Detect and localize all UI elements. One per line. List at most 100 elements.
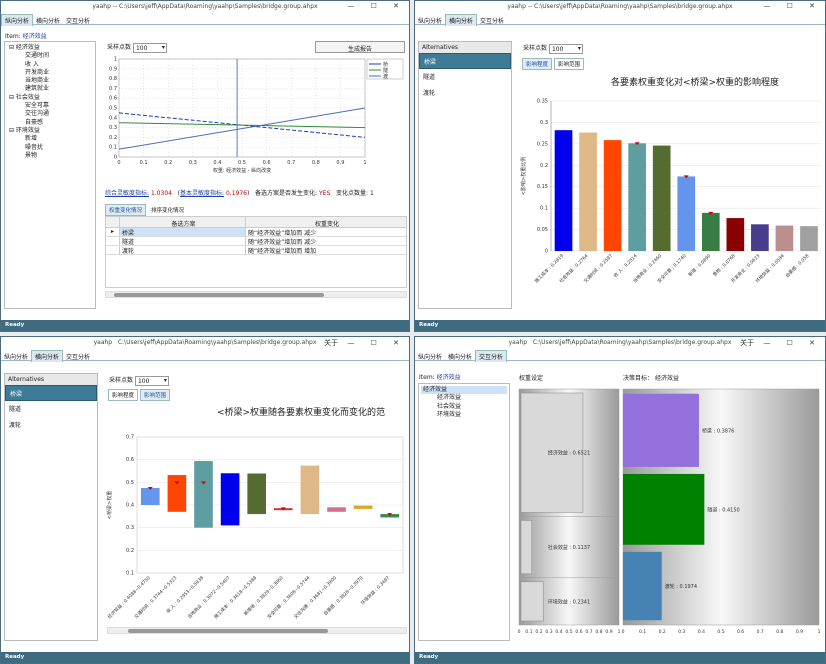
range-bar[interactable] [353,505,373,509]
tab-vertical[interactable]: 纵向分析 [1,14,34,26]
bar[interactable] [701,212,720,251]
bar[interactable] [677,176,696,251]
weight-setting-label: 权重设定 [519,375,544,382]
alternative-ferry[interactable]: 渡轮 [423,90,436,97]
y-tick-label: 0.3 [540,120,548,126]
column-alternative[interactable]: 备选方案 [120,217,246,228]
window-path: C:\Users\jeff\AppData\Roaming\yaahp\Samp… [117,339,317,346]
bar[interactable] [775,225,794,251]
window-controls[interactable]: — ☐ ✕ [763,339,822,347]
subtab-influence-range[interactable]: 影响范围 [553,58,584,70]
scroll-thumb[interactable] [114,293,324,297]
change-count-label: 变化点数量: [335,190,369,197]
tab-vertical[interactable]: 纵向分析 [418,18,443,25]
tab-interactive[interactable]: 交互分析 [66,354,91,361]
bar[interactable] [751,224,769,251]
tab-interactive[interactable]: 交互分析 [480,18,505,25]
bar[interactable] [800,226,818,251]
composite-sensitivity-link[interactable]: 综合灵敏度指标: [105,190,150,197]
window-controls[interactable]: — ☐ ✕ [347,2,406,10]
tree-node[interactable]: ⊟ 社会效益 [9,93,40,101]
sample-select[interactable]: 100 [132,42,167,53]
tab-vertical[interactable]: 纵向分析 [418,354,443,361]
tree-node[interactable]: 当地商业 [25,77,50,85]
alternative-tunnel[interactable]: 隧道 [423,74,436,81]
tree-node[interactable]: ⊟ 经济效益 [9,44,40,51]
alternative-bridge[interactable]: 桥梁 [419,53,511,69]
weight-bar[interactable] [520,392,584,513]
range-bar[interactable] [220,473,240,526]
generate-report-button[interactable]: 生成报告 [315,41,405,53]
x-tick-label: 0.3 [678,629,685,635]
window-controls[interactable]: — ☐ ✕ [347,339,406,347]
subtab-rank-change[interactable]: 排序变化情况 [147,205,187,215]
tab-interactive[interactable]: 交互分析 [475,350,508,362]
tree-node[interactable]: 社会效益 [437,402,462,410]
range-bar[interactable] [247,473,267,515]
result-subtabs: 权重变化情况 排序变化情况 [105,204,187,216]
range-bar[interactable] [300,465,320,515]
subtab-influence-range[interactable]: 影响范围 [139,389,170,401]
about-menu[interactable]: 关于 [740,339,755,347]
sample-row: 采样点数 100 [523,43,583,54]
range-bar[interactable] [167,475,187,512]
tree-node[interactable]: 新增 [25,135,38,143]
alternative-bridge[interactable]: 桥梁 [5,385,97,401]
item-value[interactable]: 经济效益 [436,374,461,381]
tree-node[interactable]: 噪音扰 [25,143,44,151]
subtab-influence-degree[interactable]: 影响程度 [108,389,139,401]
range-bar[interactable] [194,461,213,528]
tree-node[interactable]: 交通时间 [25,52,50,60]
tab-interactive[interactable]: 交互分析 [66,18,91,25]
alternative-ferry[interactable]: 渡轮 [9,422,22,429]
column-weight-change[interactable]: 权重变化 [314,221,339,228]
tree-node[interactable]: 景物 [25,151,38,159]
bar[interactable] [726,218,745,251]
cell-name: 隧道 [120,237,246,246]
tree-node[interactable]: 自豪感 [25,118,44,126]
item-value[interactable]: 经济效益 [22,33,47,40]
weight-bar[interactable] [520,520,533,575]
scroll-thumb[interactable] [128,629,328,633]
horizontal-scrollbar[interactable] [105,291,407,298]
status-bar: Ready [415,320,825,331]
tree-node[interactable]: 建筑就业 [25,85,50,93]
table-row[interactable]: 隧道 随“经济效益”增加而 减少 [106,237,406,246]
horizontal-scrollbar[interactable] [107,627,407,634]
tree-node[interactable]: 收 入 [25,60,39,68]
tree-node[interactable]: 开发商业 [25,68,50,76]
about-menu[interactable]: 关于 [324,339,339,347]
bar[interactable] [628,143,646,251]
bar[interactable] [579,132,597,251]
weight-bar[interactable] [520,581,544,622]
tab-horizontal[interactable]: 横向分析 [445,14,478,26]
sample-select[interactable]: 100 [134,375,169,386]
range-bar[interactable] [140,488,160,505]
title-bar: yaahp -- C:\Users\jeff\AppData\Roaming\y… [1,1,409,13]
subtab-weight-change[interactable]: 权重变化情况 [105,204,147,216]
y-tick-label: 0.1 [540,206,548,212]
bar[interactable] [652,145,671,251]
window-controls[interactable]: — ☐ ✕ [763,2,822,10]
tab-horizontal[interactable]: 横向分析 [448,354,473,361]
y-tick-label: 0.3 [109,125,117,131]
tree-node[interactable]: 交往沟通 [25,110,50,118]
table-row[interactable]: 渡轮 随“经济效益”增加而 增加 [106,246,406,255]
range-bar[interactable] [327,507,346,512]
tree-node[interactable]: 环境效益 [437,410,462,418]
tree-node[interactable]: 安全可靠 [25,102,50,110]
tab-horizontal[interactable]: 横向分析 [31,350,64,362]
basic-sensitivity-link[interactable]: 基本灵敏度指标: [180,190,225,197]
bar[interactable] [603,140,622,251]
table-row[interactable]: ▸ 桥梁 随“经济效益”增加而 减少 [106,228,406,237]
result-label: 渡轮 : 0.1974 [665,583,697,590]
tree-node[interactable]: 经济效益 [437,394,462,402]
alternative-tunnel[interactable]: 隧道 [9,406,22,413]
tree-node[interactable]: 经济效益 [421,386,507,395]
tree-node[interactable]: ⊟ 环境效益 [9,126,40,134]
sample-select[interactable]: 100 [548,43,583,54]
legend: 桥隧渡 [366,58,404,80]
tab-vertical[interactable]: 纵向分析 [4,354,29,361]
tab-horizontal[interactable]: 横向分析 [36,18,61,25]
bar[interactable] [554,130,573,251]
